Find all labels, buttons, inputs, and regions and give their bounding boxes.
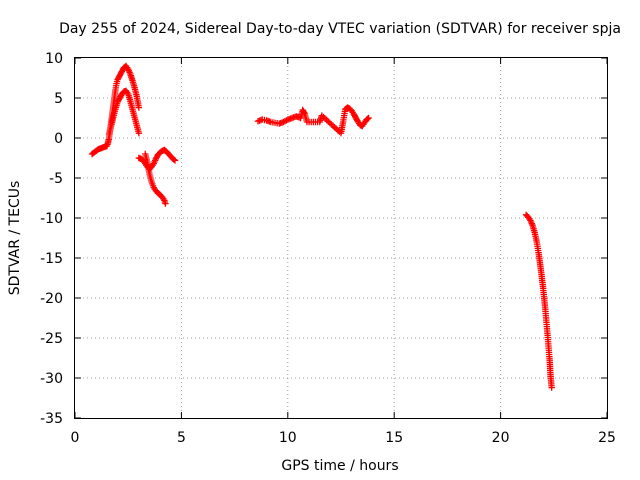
data-points — [88, 62, 555, 391]
data-point — [365, 114, 372, 122]
x-tick-label: 15 — [385, 430, 403, 446]
data-point — [548, 384, 555, 391]
y-tick-label: 10 — [45, 51, 63, 67]
data-point — [283, 117, 290, 124]
y-tick-label: -15 — [40, 251, 63, 267]
y-tick-label: -25 — [40, 331, 63, 347]
x-tick-label: 20 — [492, 430, 510, 446]
y-tick-label: -10 — [40, 211, 63, 227]
data-point — [162, 200, 169, 207]
x-tick-label: 25 — [598, 430, 616, 446]
data-point — [135, 130, 143, 137]
x-tick-label: 10 — [279, 430, 297, 446]
y-tick-label: 5 — [54, 91, 63, 107]
y-tick-labels: 10 5 0 -5 -10 -15 -20 -25 -30 -35 — [40, 51, 63, 427]
x-tick-label: 5 — [177, 430, 186, 446]
y-tick-label: -35 — [40, 411, 63, 427]
x-tick-label: 0 — [71, 430, 80, 446]
data-point — [135, 104, 143, 111]
y-tick-label: -5 — [49, 171, 63, 187]
plot-frame — [74, 57, 608, 419]
x-axis-title: GPS time / hours — [281, 458, 398, 474]
chart-title: Day 255 of 2024, Sidereal Day-to-day VTE… — [59, 21, 621, 37]
axis-ticks — [74, 57, 608, 419]
x-tick-labels: 0 5 10 15 20 25 — [71, 430, 616, 446]
y-tick-label: -30 — [40, 371, 63, 387]
data-point — [171, 157, 179, 164]
y-tick-label: -20 — [40, 291, 63, 307]
data-point — [300, 109, 308, 116]
data-point — [170, 156, 178, 163]
y-axis-title: SDTVAR / TECUs — [7, 181, 23, 296]
data-point — [364, 115, 371, 122]
y-tick-label: 0 — [54, 131, 63, 147]
grid-lines — [75, 58, 607, 418]
